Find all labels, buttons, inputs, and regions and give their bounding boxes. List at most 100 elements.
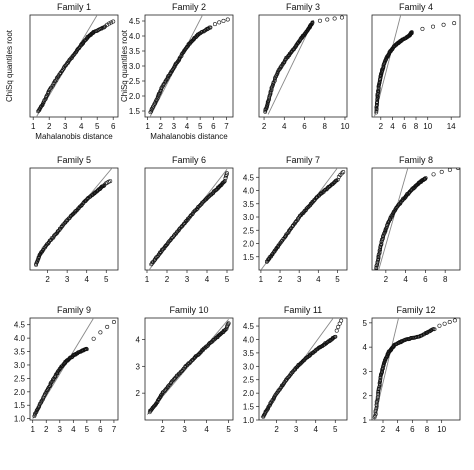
x-axis-label: Mahalanobis distance [150, 132, 228, 141]
x-tick-label: 3 [65, 275, 70, 284]
qq-point [374, 265, 379, 270]
plot-frame [258, 14, 348, 118]
qq-point [286, 231, 290, 235]
y-tick-label: 4.5 [243, 173, 255, 182]
qq-point [102, 25, 107, 30]
x-tick-label: 6 [423, 275, 428, 284]
x-tick-label: 5 [225, 275, 230, 284]
x-tick-label: 4 [313, 425, 318, 434]
x-tick-label: 4 [316, 275, 321, 284]
x-tick-label: 2 [44, 425, 49, 434]
qq-point [423, 176, 428, 181]
qq-point [332, 16, 337, 21]
qq-point [84, 347, 89, 352]
y-tick-label: 2 [136, 389, 141, 398]
qq-point [111, 320, 116, 325]
qq-point [376, 89, 381, 94]
plot-frame [29, 317, 119, 421]
panel-title: Family 10 [169, 305, 208, 315]
plot-area [148, 15, 230, 117]
x-tick-label: 6 [402, 122, 407, 131]
y-tick-label: 2.0 [243, 240, 255, 249]
y-tick-label: 3.0 [243, 213, 255, 222]
plot-frame [144, 167, 234, 271]
qq-point [381, 235, 385, 240]
x-tick-label: 2 [165, 275, 170, 284]
qq-point [374, 268, 379, 270]
qq-point [198, 31, 203, 35]
qq-point [155, 399, 160, 404]
qq-point [336, 324, 341, 329]
x-axis-label: Mahalanobis distance [35, 132, 113, 141]
x-tick-label: 4 [390, 122, 395, 131]
x-tick-label: 4 [71, 425, 76, 434]
x-tick-label: 5 [104, 275, 109, 284]
plot-frame [144, 317, 234, 421]
qq-point [341, 169, 346, 174]
y-tick-label: 1 [363, 416, 368, 425]
x-tick-label: 5 [335, 275, 340, 284]
plot-frame [258, 167, 348, 271]
qq-point [167, 383, 171, 388]
y-tick-label: 3.0 [14, 361, 26, 370]
x-tick-label: 10 [437, 425, 446, 434]
x-tick-label: 6 [302, 122, 307, 131]
y-tick-label: 4 [136, 335, 141, 344]
qq-point [198, 202, 203, 207]
y-tick-label: 1.0 [243, 416, 255, 425]
qq-point [153, 101, 158, 106]
plot-area [35, 15, 116, 117]
qq-point [41, 100, 46, 105]
y-tick-label: 3.0 [129, 62, 141, 71]
qq-point [158, 394, 163, 399]
qq-point [286, 230, 291, 235]
x-tick-label: 4 [205, 275, 210, 284]
qq-point [87, 34, 91, 38]
x-tick-label: 3 [185, 275, 190, 284]
qq-point [431, 24, 436, 29]
qq-point [269, 85, 274, 90]
qq-point [263, 109, 268, 114]
x-tick-label: 4 [282, 122, 287, 131]
qq-point [43, 97, 48, 101]
qq-point [420, 26, 425, 31]
x-tick-label: 8 [414, 122, 419, 131]
panel-11: Family 11 2 3 4 5 1.0 1.5 2.0 2.5 3.0 3.5 4.0 4.5 [243, 305, 348, 434]
qq-point [50, 379, 54, 384]
qq-point [275, 390, 280, 394]
qq-point [378, 379, 382, 384]
qq-point [177, 227, 182, 231]
qq-point [307, 203, 312, 208]
y-tick-label: 4.0 [243, 335, 255, 344]
qq-point [98, 330, 103, 335]
qq-point [374, 109, 379, 113]
panel-title: Family 9 [57, 305, 91, 315]
qq-point [157, 252, 161, 257]
qq-point [160, 390, 165, 395]
qq-point [48, 238, 53, 243]
qq-point [431, 172, 436, 177]
qq-point [380, 367, 385, 371]
qq-point [33, 413, 37, 417]
panel-title: Family 1 [57, 2, 91, 12]
x-tick-label: 2 [379, 122, 384, 131]
panel-title: Family 6 [172, 155, 206, 165]
qq-point [376, 88, 381, 93]
qq-point [179, 53, 184, 58]
y-tick-label: 1.5 [129, 107, 141, 116]
x-tick-label: 2 [381, 425, 386, 434]
x-tick-label: 3 [63, 122, 68, 131]
qq-point [380, 369, 384, 374]
qq-point [51, 81, 56, 85]
panel-title: Family 8 [399, 155, 433, 165]
qq-point [265, 259, 269, 264]
plot-area [260, 318, 344, 419]
qq-point [376, 252, 381, 257]
qq-point [375, 99, 380, 104]
qq-point [380, 237, 384, 242]
qq-point [47, 384, 52, 389]
qq-point [439, 169, 444, 174]
qq-point [34, 410, 38, 415]
x-tick-label: 5 [226, 425, 231, 434]
